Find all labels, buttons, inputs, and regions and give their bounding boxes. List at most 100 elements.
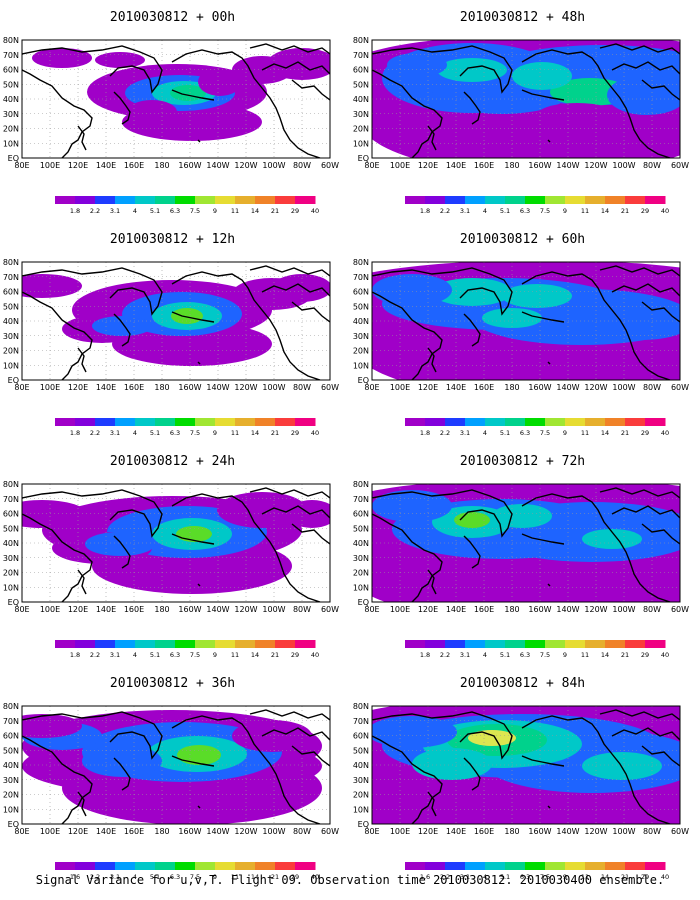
coastline: [261, 61, 330, 75]
colorbar-label: 1.8: [70, 429, 80, 437]
variance-contour: [372, 490, 452, 522]
lon-tick-label: 80W: [293, 605, 311, 614]
lon-tick-label: 120E: [418, 827, 438, 836]
lat-tick-label: 30N: [3, 776, 19, 785]
colorbar-swatch: [505, 640, 526, 648]
lat-tick-label: 20N: [3, 791, 19, 800]
coastline: [249, 709, 330, 721]
colorbar-label: 11: [231, 429, 239, 437]
colorbar-swatch: [75, 862, 96, 870]
colorbar-swatch: [195, 640, 216, 648]
colorbar-label: 7.5: [190, 429, 200, 437]
lon-tick-label: 80W: [293, 383, 311, 392]
coastline: [22, 45, 163, 94]
colorbar-swatch: [585, 196, 606, 204]
lon-tick-label: 80W: [643, 161, 661, 170]
lon-tick-label: 160W: [528, 827, 551, 836]
lat-tick-label: 10N: [3, 583, 19, 592]
colorbar-swatch: [155, 196, 176, 204]
colorbar-label: 9: [563, 651, 567, 659]
variance-contour: [412, 748, 492, 780]
lon-tick-label: 100W: [262, 605, 285, 614]
colorbar-label: 5.1: [150, 873, 160, 881]
colorbar-swatch: [545, 196, 566, 204]
lon-tick-label: 120W: [234, 605, 257, 614]
lat-tick-label: 30N: [353, 554, 369, 563]
lat-tick-label: 40N: [353, 317, 369, 326]
colorbar-swatch: [405, 862, 426, 870]
coastline: [261, 505, 330, 519]
colorbar-swatch: [445, 640, 466, 648]
colorbar-label: 2.2: [90, 207, 100, 215]
lon-tick-label: 100E: [390, 605, 410, 614]
coastline: [521, 49, 671, 158]
lat-tick-label: 30N: [3, 110, 19, 119]
coastline: [291, 79, 330, 101]
lon-tick-label: 100W: [262, 161, 285, 170]
coastline: [197, 805, 201, 809]
coastline: [113, 757, 131, 791]
coastline: [599, 709, 680, 721]
lon-tick-label: 140W: [206, 827, 229, 836]
colorbar-swatch: [445, 196, 466, 204]
lon-tick-label: 60W: [321, 383, 339, 392]
variance-contour: [22, 274, 82, 298]
lon-tick-label: 80E: [364, 383, 379, 392]
lat-tick-label: 30N: [353, 332, 369, 341]
lat-tick-label: 60N: [353, 288, 369, 297]
panel-title: 2010030812 + 48h: [459, 10, 586, 25]
coastline: [22, 513, 93, 602]
variance-contour: [437, 58, 507, 82]
colorbar-swatch: [175, 862, 196, 870]
lat-tick-label: 40N: [353, 539, 369, 548]
lat-tick-label: 50N: [353, 746, 369, 755]
coastline: [521, 311, 565, 323]
coastline: [521, 271, 671, 380]
colorbar-label: 9: [563, 873, 567, 881]
lat-tick-label: 80N: [353, 702, 369, 711]
colorbar-label: 29: [641, 651, 649, 659]
colorbar-swatch: [295, 196, 316, 204]
colorbar-label: 4: [133, 651, 137, 659]
lat-tick-label: 80N: [353, 36, 369, 45]
colorbar-swatch: [135, 418, 156, 426]
variance-contour: [537, 103, 617, 127]
lon-tick-label: 60W: [671, 383, 689, 392]
colorbar-label: 5.1: [150, 429, 160, 437]
coastline: [22, 489, 163, 538]
colorbar-swatch: [445, 418, 466, 426]
variance-contour: [387, 53, 447, 77]
colorbar-swatch: [155, 418, 176, 426]
coastline: [22, 735, 93, 824]
colorbar-label: 9: [563, 207, 567, 215]
variance-contour: [492, 504, 552, 528]
lat-tick-label: 30N: [353, 776, 369, 785]
coastline: [521, 493, 671, 602]
coastline: [249, 43, 330, 55]
colorbar-label: 1.8: [70, 207, 80, 215]
lat-tick-label: EQ: [358, 820, 369, 829]
colorbar-swatch: [525, 640, 546, 648]
colorbar-swatch: [155, 862, 176, 870]
coastline: [372, 735, 443, 824]
lon-tick-label: 100W: [262, 827, 285, 836]
lon-tick-label: 100W: [262, 383, 285, 392]
variance-contour: [512, 62, 572, 90]
colorbar-swatch: [625, 862, 646, 870]
lat-tick-label: EQ: [358, 154, 369, 163]
lon-tick-label: 80E: [364, 605, 379, 614]
colorbar-swatch: [425, 418, 446, 426]
colorbar-swatch: [95, 196, 116, 204]
lat-tick-label: 20N: [353, 347, 369, 356]
lon-tick-label: 80E: [14, 383, 29, 392]
coastlines: [22, 265, 330, 380]
lon-tick-label: 100E: [390, 161, 410, 170]
colorbar-label: 29: [291, 207, 299, 215]
colorbar-label: 2.2: [440, 651, 450, 659]
coastline: [171, 755, 215, 767]
colorbar-label: 3.1: [460, 651, 470, 659]
lon-tick-label: 120E: [418, 605, 438, 614]
lat-tick-label: 60N: [353, 732, 369, 741]
coastline: [427, 791, 437, 817]
colorbar-swatch: [645, 640, 666, 648]
